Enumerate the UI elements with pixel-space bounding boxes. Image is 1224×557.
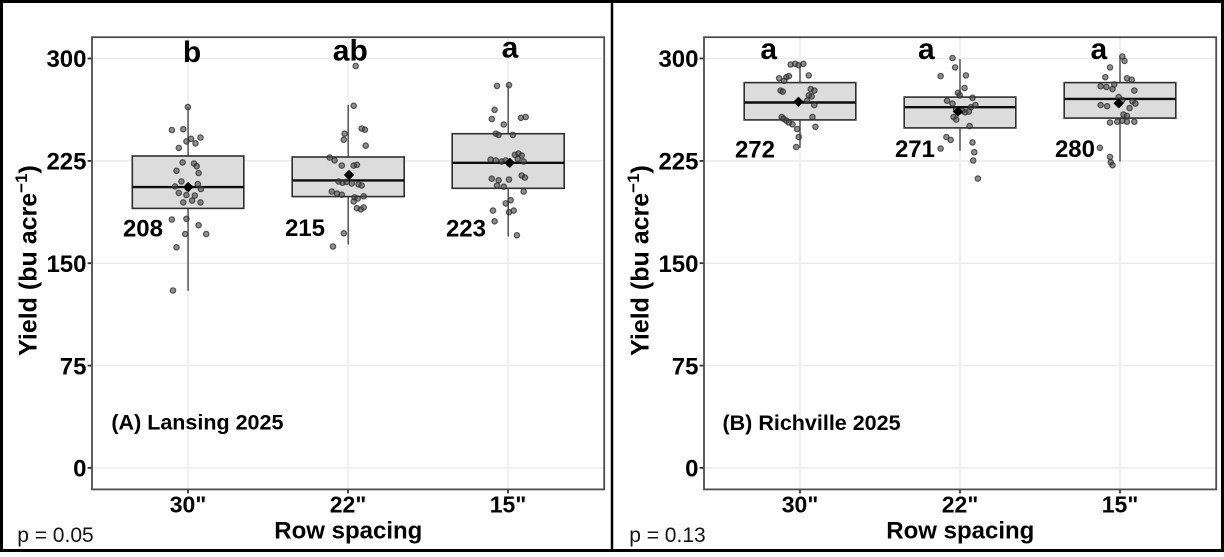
svg-text:Row spacing: Row spacing xyxy=(274,518,422,545)
svg-text:(B) Richville 2025: (B) Richville 2025 xyxy=(723,411,901,435)
svg-text:225: 225 xyxy=(658,149,698,176)
svg-text:p = 0.13: p = 0.13 xyxy=(629,524,705,547)
svg-text:150: 150 xyxy=(658,251,698,278)
svg-text:a: a xyxy=(918,33,935,66)
svg-text:15": 15" xyxy=(490,492,527,518)
svg-text:22": 22" xyxy=(330,492,367,518)
svg-text:30": 30" xyxy=(170,492,207,518)
svg-text:(A) Lansing 2025: (A) Lansing 2025 xyxy=(111,411,283,435)
svg-text:271: 271 xyxy=(895,136,935,163)
svg-text:30": 30" xyxy=(782,492,819,518)
svg-text:75: 75 xyxy=(60,353,87,380)
svg-text:300: 300 xyxy=(46,46,86,73)
svg-text:272: 272 xyxy=(735,137,775,164)
svg-text:ab: ab xyxy=(333,35,368,68)
svg-text:225: 225 xyxy=(46,149,86,176)
svg-text:p = 0.05: p = 0.05 xyxy=(17,524,93,547)
svg-text:22": 22" xyxy=(942,492,979,518)
svg-text:Yield (bu acre−1): Yield (bu acre−1) xyxy=(624,165,655,356)
svg-text:a: a xyxy=(760,33,777,66)
svg-text:280: 280 xyxy=(1055,136,1095,163)
svg-text:0: 0 xyxy=(73,456,86,483)
svg-text:75: 75 xyxy=(672,353,699,380)
svg-text:a: a xyxy=(1090,33,1107,66)
svg-text:215: 215 xyxy=(285,215,325,242)
svg-text:300: 300 xyxy=(658,46,698,73)
svg-text:a: a xyxy=(502,32,519,65)
svg-text:Yield (bu acre−1): Yield (bu acre−1) xyxy=(12,165,43,356)
svg-text:b: b xyxy=(183,36,201,69)
svg-text:Row spacing: Row spacing xyxy=(886,518,1034,545)
svg-text:15": 15" xyxy=(1102,492,1139,518)
svg-text:223: 223 xyxy=(446,216,486,243)
svg-text:0: 0 xyxy=(685,456,698,483)
svg-text:150: 150 xyxy=(46,251,86,278)
svg-text:208: 208 xyxy=(123,216,163,243)
